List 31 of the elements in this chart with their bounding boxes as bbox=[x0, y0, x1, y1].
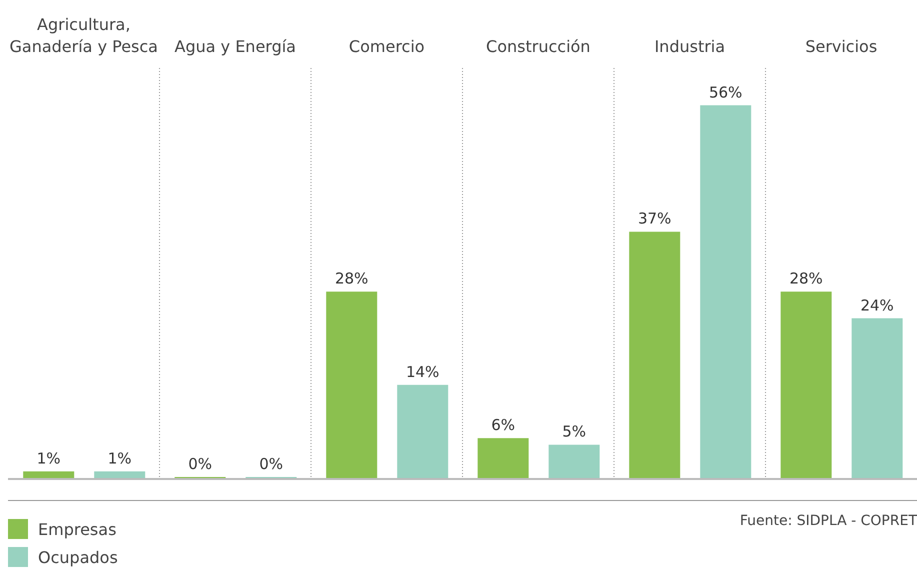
data-label: 1% bbox=[108, 449, 132, 468]
source-note: Fuente: SIDPLA - COPRET bbox=[740, 513, 917, 529]
bar bbox=[629, 232, 680, 478]
x-tick-label: Agricultura, Ganadería y Pesca bbox=[10, 15, 158, 56]
x-tick-label: Comercio bbox=[348, 37, 425, 56]
data-label: 5% bbox=[562, 422, 586, 441]
bar bbox=[23, 471, 74, 478]
x-tick-label: Construcción bbox=[486, 37, 590, 56]
x-tick-label: Servicios bbox=[805, 37, 878, 56]
bar bbox=[852, 318, 903, 478]
data-label: 24% bbox=[860, 296, 894, 314]
data-label: 28% bbox=[789, 270, 823, 288]
bar bbox=[780, 292, 832, 478]
data-label: 0% bbox=[259, 455, 284, 473]
bar bbox=[700, 105, 752, 478]
bar bbox=[397, 384, 448, 478]
bar bbox=[548, 444, 600, 478]
legend-label: Ocupados bbox=[38, 548, 118, 566]
data-label: 28% bbox=[334, 270, 368, 288]
legend-label: Empresas bbox=[38, 520, 116, 538]
data-label: 14% bbox=[406, 362, 440, 381]
data-label: 1% bbox=[36, 449, 61, 468]
data-label: 0% bbox=[188, 455, 212, 473]
x-tick-label: Agua y Energía bbox=[174, 37, 296, 56]
x-tick-label: Industria bbox=[654, 37, 726, 56]
data-label: 37% bbox=[638, 210, 672, 228]
data-label: 6% bbox=[491, 416, 516, 434]
data-label: 56% bbox=[708, 83, 742, 102]
bar bbox=[326, 292, 378, 478]
bar bbox=[478, 438, 529, 478]
bar bbox=[94, 471, 146, 478]
